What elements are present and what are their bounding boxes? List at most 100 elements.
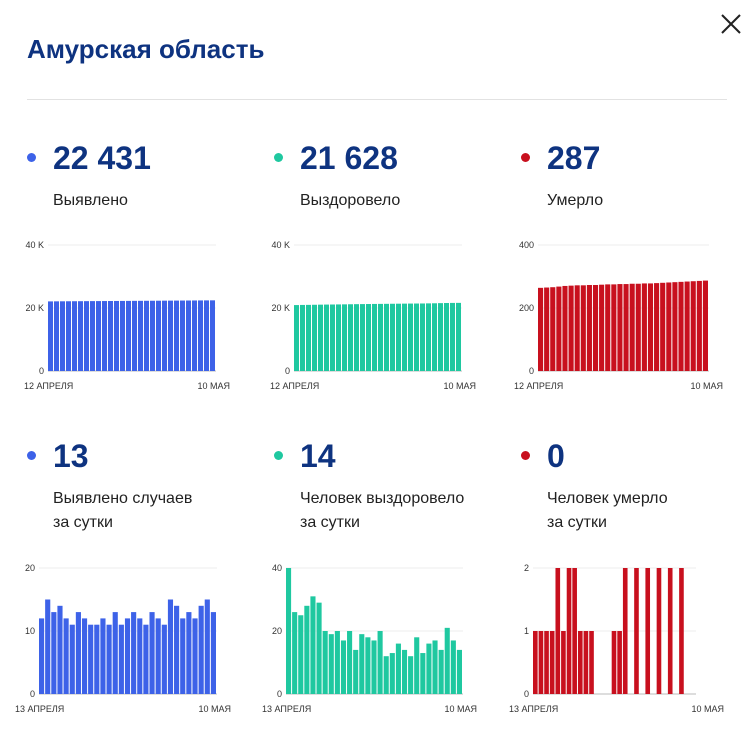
chart-bar: [180, 618, 186, 694]
stat-label: Умерло: [547, 192, 604, 209]
stat-label: Выздоровело: [300, 192, 401, 209]
chart-bar: [149, 612, 155, 694]
chart-bar: [679, 568, 684, 694]
chart-bar: [156, 300, 161, 371]
chart-bar: [144, 300, 149, 371]
chart-bar: [347, 631, 353, 694]
chart-bar: [696, 280, 702, 371]
chart-bar: [180, 300, 185, 371]
chart-bar: [599, 284, 605, 371]
chart-confirmed-total: 0 20 K 40 K 12 АПРЕЛЯ 10 МАЯ: [24, 240, 230, 391]
chart-bar: [69, 624, 75, 694]
chart-bar: [654, 283, 660, 371]
chart-bar: [647, 283, 654, 371]
chart-bar: [414, 637, 420, 694]
chart-bar: [150, 300, 155, 371]
stat-label-line1: Человек умерло: [547, 490, 668, 507]
chart-bar: [456, 302, 461, 371]
chart-bar: [589, 631, 594, 694]
y-tick-label: 0: [30, 689, 35, 699]
y-tick-label: 40 K: [25, 240, 44, 250]
chart-bar: [371, 640, 377, 694]
stat-value: 0: [547, 438, 565, 474]
y-tick-label: 0: [524, 689, 529, 699]
chart-bar: [377, 631, 383, 694]
chart-bar: [354, 304, 359, 371]
chart-bar: [666, 282, 672, 371]
chart-bar: [544, 631, 549, 694]
chart-bar: [81, 618, 88, 694]
chart-bar: [678, 281, 684, 371]
chart-recovered-total: 0 20 K 40 K 12 АПРЕЛЯ 10 МАЯ: [270, 240, 476, 391]
stat-card-daily-recovered: 14 Человек выздоровело за сутки: [274, 438, 489, 718]
y-tick-label: 10: [25, 626, 35, 636]
chart-bar: [57, 605, 63, 694]
chart-bar: [634, 568, 639, 694]
chart-bar: [286, 568, 292, 694]
chart-bar: [72, 301, 77, 371]
chart-bar: [586, 285, 592, 371]
chart-bar: [438, 303, 443, 371]
chart-bar: [168, 300, 173, 371]
y-tick-label: 20: [272, 626, 282, 636]
x-tick-label-end: 10 МАЯ: [690, 381, 723, 391]
stat-label-line1: Человек выздоровело: [300, 490, 465, 507]
chart-bar: [292, 612, 298, 694]
y-tick-label: 0: [39, 366, 44, 376]
chart-bar: [580, 285, 586, 371]
chart-bar: [204, 599, 210, 694]
chart-bar: [124, 618, 131, 694]
chart-bar: [592, 285, 599, 371]
chart-bar: [340, 640, 347, 694]
chart-bar: [402, 303, 407, 371]
chart-bar: [568, 285, 574, 371]
chart-bar: [336, 304, 341, 371]
x-tick-label-end: 10 МАЯ: [444, 704, 477, 714]
chart-bar: [66, 301, 71, 371]
stat-card-deaths: 287 Умерло: [521, 140, 736, 400]
x-tick-label-start: 13 АПРЕЛЯ: [262, 704, 311, 714]
chart-bar: [641, 283, 647, 371]
chart-bar: [572, 568, 577, 694]
chart-bar: [94, 624, 100, 694]
chart-bar: [90, 301, 95, 371]
chart-bar: [51, 612, 57, 694]
stat-label-line1: Выявлено случаев: [53, 490, 193, 507]
x-tick-label-start: 12 АПРЕЛЯ: [270, 381, 319, 391]
chart-bar: [360, 304, 365, 371]
chart-bar: [538, 287, 544, 371]
dot-icon: [521, 153, 530, 162]
chart-bar: [322, 631, 328, 694]
chart-bar: [306, 304, 311, 371]
chart-bar: [408, 656, 414, 694]
chart-bar: [174, 605, 180, 694]
stat-label-line2: за сутки: [300, 514, 360, 531]
chart-bar: [186, 612, 192, 694]
x-tick-label-start: 12 АПРЕЛЯ: [24, 381, 73, 391]
chart-bar: [444, 303, 449, 371]
chart-bar: [444, 627, 450, 694]
chart-bar: [304, 605, 310, 694]
chart-bar: [324, 304, 329, 371]
chart-bar: [561, 631, 566, 694]
chart-bar: [84, 301, 89, 371]
chart-deaths-daily: 0 1 2 13 АПРЕЛЯ 10 МАЯ: [509, 563, 724, 714]
chart-bar: [583, 631, 589, 694]
x-tick-label-end: 10 МАЯ: [197, 381, 230, 391]
x-tick-label-end: 10 МАЯ: [691, 704, 724, 714]
chart-bar: [342, 304, 347, 371]
chart-bar: [294, 305, 299, 371]
chart-bar: [672, 282, 678, 371]
chart-bar: [611, 631, 617, 694]
chart-bar: [378, 303, 383, 371]
chart-bar: [106, 624, 112, 694]
y-tick-label: 200: [519, 303, 534, 313]
chart-bar: [690, 281, 696, 371]
chart-bar: [192, 618, 198, 694]
stat-card-daily-confirmed: 13 Выявлено случаев за сутки: [27, 438, 242, 718]
close-icon[interactable]: [718, 11, 744, 37]
chart-bar: [161, 624, 167, 694]
chart-bar: [132, 300, 137, 371]
chart-bar: [316, 602, 322, 694]
chart-bar: [533, 631, 538, 694]
